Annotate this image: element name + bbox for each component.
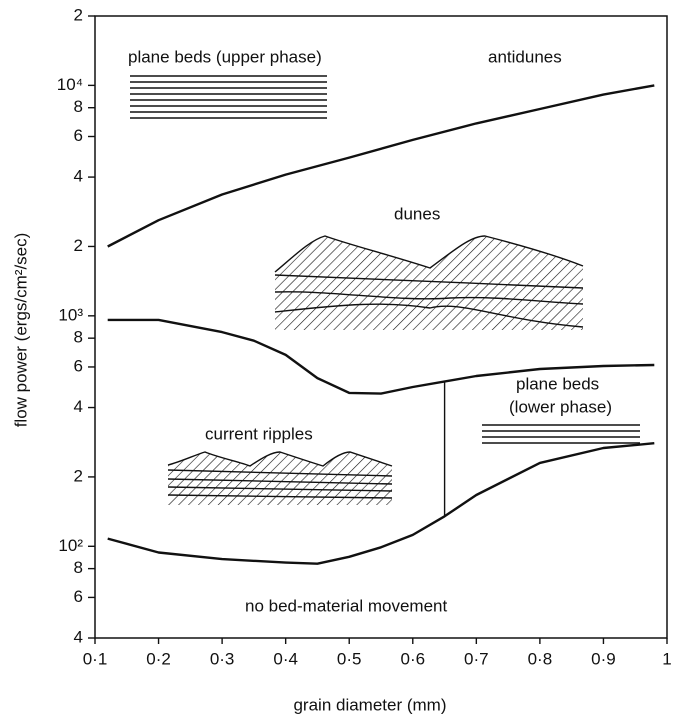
y-tick-label: 10² bbox=[58, 536, 83, 555]
region-label: no bed-material movement bbox=[245, 596, 447, 615]
y-tick-label: 6 bbox=[74, 587, 83, 606]
region-label: (lower phase) bbox=[509, 397, 612, 416]
region-label: dunes bbox=[394, 204, 440, 223]
boundary-line bbox=[107, 442, 655, 565]
y-tick-label: 10⁴ bbox=[57, 75, 83, 94]
x-tick-label: 0·6 bbox=[400, 649, 425, 668]
boundary-line bbox=[107, 84, 655, 248]
y-tick-label: 10³ bbox=[58, 305, 83, 324]
ripple-symbol bbox=[167, 451, 393, 505]
x-tick-label: 1 bbox=[662, 649, 671, 668]
y-tick-label: 4 bbox=[74, 397, 83, 416]
y-tick-label: 4 bbox=[74, 167, 83, 186]
y-tick-label: 2 bbox=[74, 466, 83, 485]
plane-bed-symbol-upper bbox=[130, 75, 327, 119]
x-tick-label: 0·3 bbox=[210, 649, 235, 668]
x-tick-label: 0·2 bbox=[146, 649, 171, 668]
region-label: plane beds bbox=[516, 374, 599, 393]
dune-symbol bbox=[274, 235, 584, 330]
y-tick-label: 8 bbox=[74, 558, 83, 577]
y-tick-label: 8 bbox=[74, 97, 83, 116]
y-tick-label: 4 bbox=[74, 627, 83, 646]
x-tick-label: 0·1 bbox=[83, 649, 108, 668]
x-tick-label: 0·9 bbox=[591, 649, 616, 668]
y-tick-label: 8 bbox=[74, 328, 83, 347]
y-tick-label: 6 bbox=[74, 126, 83, 145]
region-label: antidunes bbox=[488, 47, 562, 66]
x-tick-label: 0·8 bbox=[528, 649, 553, 668]
region-label: current ripples bbox=[205, 424, 313, 443]
plane-bed-symbol-lower bbox=[482, 424, 640, 444]
x-tick-label: 0·5 bbox=[337, 649, 362, 668]
region-label: plane beds (upper phase) bbox=[128, 47, 322, 66]
x-axis-title: grain diameter (mm) bbox=[293, 695, 446, 714]
y-tick-label: 2 bbox=[74, 236, 83, 255]
x-tick-label: 0·4 bbox=[273, 649, 298, 668]
plot-frame bbox=[94, 15, 668, 639]
x-tick-label: 0·7 bbox=[464, 649, 489, 668]
boundary-line bbox=[107, 318, 655, 395]
y-tick-label: 6 bbox=[74, 356, 83, 375]
y-axis-title: flow power (ergs/cm²/sec) bbox=[11, 233, 30, 428]
y-tick-label: 2 bbox=[74, 5, 83, 24]
